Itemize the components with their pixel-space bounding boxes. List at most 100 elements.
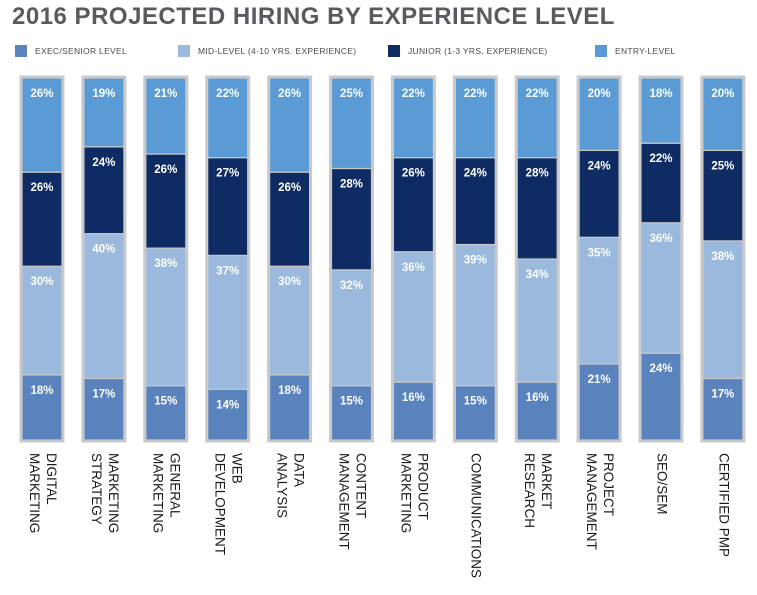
legend-item-exec-senior: EXEC/SENIOR LEVEL [15,44,127,58]
category-label: DEVELOPMENT [213,453,228,555]
legend-item-junior: JUNIOR (1-3 YRS. EXPERIENCE) [388,44,548,58]
bar-segment-mid-level [21,265,63,376]
bar-segment-mid-level [516,258,558,383]
data-label: 15% [464,396,487,408]
bar-segment-junior [269,171,311,267]
bar-segment-entry-level [83,77,125,148]
data-label: 17% [711,388,734,400]
data-label: 35% [588,247,611,259]
data-label: 15% [340,396,363,408]
bar-segment-junior [207,157,249,256]
data-label: 30% [30,276,53,288]
legend: EXEC/SENIOR LEVEL MID-LEVEL (4-10 YRS. E… [0,44,757,58]
category-label: RESEARCH [522,453,537,528]
data-label: 26% [154,164,177,176]
bar-segment-entry-level [269,77,311,173]
bar-segment-entry-level [392,77,434,159]
category-label: DIGITAL [44,453,59,505]
category-label: CERTIFIED PMP [716,453,731,557]
bar-segment-junior [702,149,744,242]
category-label: DATA [292,453,307,487]
legend-swatch-entry-level [595,45,607,57]
bar-segment-entry-level [578,77,620,152]
legend-swatch-exec-senior [15,45,27,57]
bar-segment-exec-senior [392,381,434,441]
data-label: 26% [278,88,301,100]
data-label: 24% [588,160,611,172]
data-label: 39% [464,255,487,267]
bar-segment-exec-senior [145,385,187,441]
data-label: 18% [649,88,672,100]
category-label: MANAGEMENT [336,453,351,550]
category-label: SEO/SEM [654,453,669,515]
data-label: 36% [649,233,672,245]
bar-segment-mid-level [83,233,125,380]
data-label: 26% [402,168,425,180]
bar-segment-exec-senior [21,374,63,441]
data-label: 22% [526,88,549,100]
data-label: 28% [340,179,363,191]
bar-segment-junior [640,142,682,224]
category-label: MARKETING [151,453,166,533]
data-label: 19% [92,88,115,100]
legend-swatch-junior [388,45,400,57]
data-label: 34% [526,269,549,281]
legend-label-entry-level: ENTRY-LEVEL [615,46,676,56]
data-label: 18% [278,385,301,397]
data-label: 38% [154,258,177,270]
data-label: 27% [216,168,239,180]
bar-segment-exec-senior [516,381,558,441]
data-label: 30% [278,276,301,288]
data-label: 22% [464,88,487,100]
bar-segment-junior [145,153,187,249]
bar-segment-mid-level [454,243,496,387]
data-label: 28% [526,168,549,180]
data-label: 15% [154,396,177,408]
bar-segment-entry-level [702,77,744,152]
bar-group-seo-sem: 24% 36% 22% 18% SEO/SEM [638,75,684,515]
bar-segment-mid-level [578,236,620,365]
bar-segment-entry-level [640,77,682,144]
bar-segment-exec-senior [83,377,125,441]
data-label: 18% [30,385,53,397]
data-label: 24% [92,157,115,169]
legend-label-mid-level: MID-LEVEL (4-10 YRS. EXPERIENCE) [198,46,357,56]
data-label: 36% [402,262,425,274]
data-label: 14% [216,399,239,411]
legend-swatch-mid-level [178,45,190,57]
data-label: 22% [649,153,672,165]
bar-segment-exec-senior [330,385,373,441]
data-label: 20% [588,88,611,100]
legend-item-mid-level: MID-LEVEL (4-10 YRS. EXPERIENCE) [178,44,356,58]
bar-segment-entry-level [454,77,496,159]
data-label: 24% [649,363,672,375]
bar-segment-exec-senior [578,363,620,441]
category-label: ANALYSIS [275,453,290,518]
bar-segment-junior [21,171,63,267]
data-label: 38% [711,251,734,263]
bar-segment-exec-senior [454,385,496,441]
category-label: PRODUCT [415,453,430,520]
data-label: 37% [216,265,239,277]
data-label: 24% [464,168,487,180]
data-label: 26% [30,88,53,100]
category-label: MARKETING [398,453,413,533]
bar-segment-mid-level [145,247,187,387]
bar-segment-junior [392,157,434,253]
bar-segment-entry-level [516,77,558,159]
category-label: MARKETING [106,453,121,533]
bar-group-communications: 15% 39% 24% 22% COMMUNICATIONS [452,75,498,578]
data-label: 22% [402,88,425,100]
bar-segment-junior [330,167,373,271]
bar-segment-junior [578,149,620,238]
chart-title: 2016 PROJECTED HIRING BY EXPERIENCE LEVE… [12,3,615,30]
